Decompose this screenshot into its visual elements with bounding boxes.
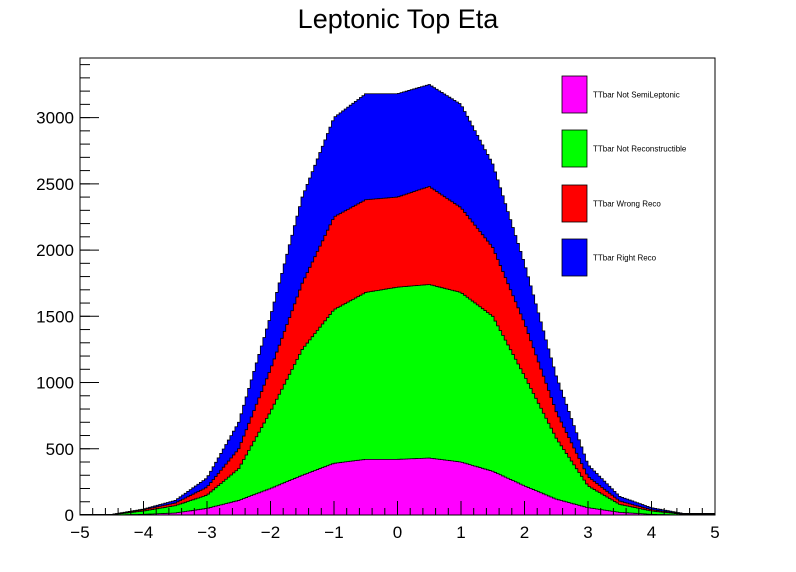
y-tick-label: 1500	[36, 307, 74, 326]
legend-label: TTbar Wrong Reco	[593, 200, 661, 209]
y-tick-label: 1000	[36, 374, 74, 393]
legend: TTbar Not SemiLeptonic TTbar Not Reconstr…	[561, 75, 687, 277]
y-tick-label: 0	[65, 506, 74, 525]
y-tick-label: 500	[46, 440, 74, 459]
legend-swatch	[561, 184, 588, 223]
x-tick-label: −3	[197, 523, 216, 542]
y-tick-label: 3000	[36, 109, 74, 128]
y-tick-label: 2500	[36, 175, 74, 194]
axes: −5 −4 −3 −2 −1 0 1 2 3 4 5 0 500 1000 1500 2000 2500 3000	[36, 64, 720, 542]
x-tick-label: −5	[70, 523, 89, 542]
x-tick-label: −4	[134, 523, 153, 542]
x-tick-label: 2	[520, 523, 529, 542]
legend-swatch	[561, 129, 588, 168]
x-tick-label: 0	[393, 523, 402, 542]
plot-area	[79, 84, 716, 516]
x-tick-label: 5	[710, 523, 719, 542]
y-tick-label: 2000	[36, 241, 74, 260]
chart-title: Leptonic Top Eta	[297, 4, 499, 34]
legend-swatch	[561, 238, 588, 277]
legend-swatch	[561, 75, 588, 114]
legend-label: TTbar Right Reco	[593, 254, 657, 263]
legend-label: TTbar Not Reconstructible	[593, 145, 687, 154]
x-tick-label: −1	[324, 523, 343, 542]
x-tick-label: 1	[456, 523, 465, 542]
x-tick-label: −2	[261, 523, 280, 542]
x-tick-label: 4	[647, 523, 656, 542]
series-area-1	[79, 284, 716, 516]
legend-label: TTbar Not SemiLeptonic	[593, 91, 680, 100]
x-tick-label: 3	[583, 523, 592, 542]
